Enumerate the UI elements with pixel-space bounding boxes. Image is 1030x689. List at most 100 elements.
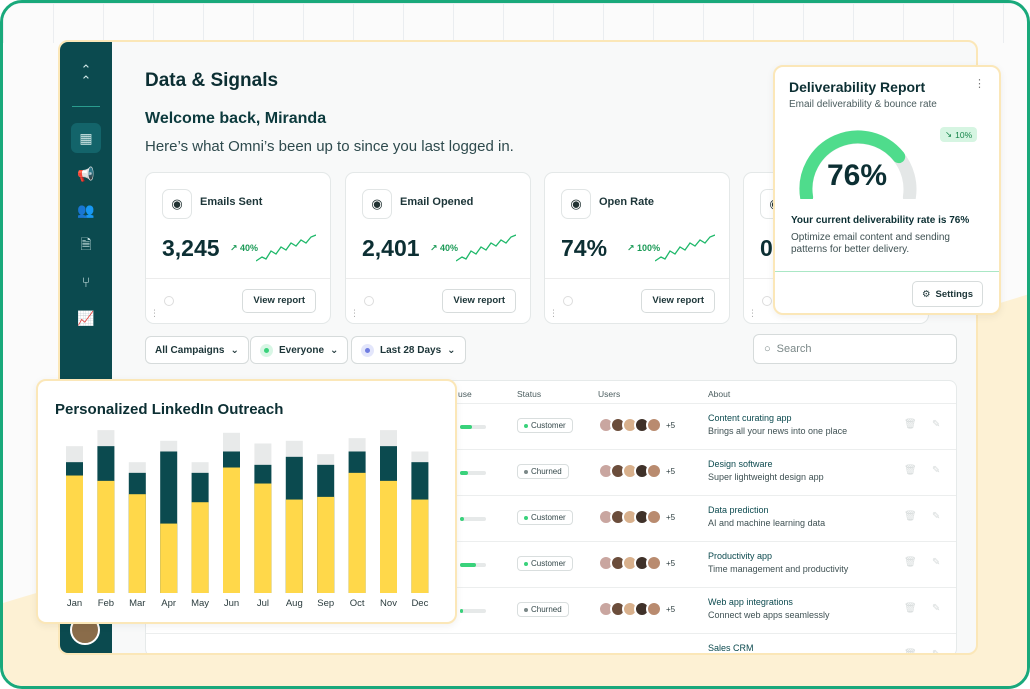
trash-icon[interactable]: 🗑 — [904, 649, 917, 655]
view-report-button[interactable]: View report — [242, 289, 316, 313]
avatar — [646, 463, 662, 479]
more-vertical-icon[interactable]: ⋮ — [350, 308, 359, 318]
welcome-subtitle: Here’s what Omni’s been up to since you … — [145, 138, 514, 155]
x-tick-label: Sep — [317, 598, 334, 609]
more-vertical-icon[interactable]: ⋮ — [748, 308, 757, 318]
table-row[interactable]: Churned +5 Web app integrations Connect web… — [146, 587, 956, 633]
row-title: Data prediction — [708, 505, 769, 515]
deliverability-summary: Your current deliverability rate is 76% — [791, 215, 970, 226]
deliverability-title: Deliverability Report — [789, 79, 926, 95]
eye-icon: ◉ — [561, 189, 591, 219]
table-row[interactable]: Customer +5 Content curating app Brings all… — [146, 403, 956, 449]
stat-value: 3,245 — [162, 235, 220, 261]
arrow-down-right-icon: ↘ — [945, 129, 953, 139]
megaphone-icon[interactable]: 📢 — [77, 165, 95, 182]
stat-delta: ↗ 100% — [627, 243, 660, 254]
x-tick-label: Jun — [224, 598, 239, 609]
stat-label: Email Opened — [400, 196, 474, 208]
edit-icon[interactable]: ✎ — [932, 419, 941, 430]
column-header-status: Status — [517, 389, 542, 399]
trash-icon[interactable]: 🗑 — [904, 603, 917, 614]
network-icon[interactable]: ⑂ — [81, 274, 91, 290]
gear-icon: ⚙ — [921, 288, 931, 300]
campaign-filter[interactable]: All Campaigns ⌄ — [145, 336, 249, 364]
trend-up-icon: ↗ — [627, 243, 638, 253]
more-vertical-icon[interactable]: ⋮ — [549, 308, 558, 318]
chart-icon[interactable]: 📈 — [77, 309, 95, 326]
page-title: Data & Signals — [145, 70, 279, 91]
bar-mar-segment-3 — [128, 494, 146, 593]
trash-icon[interactable]: 🗑 — [904, 511, 917, 522]
row-description: AI and machine learning data — [708, 518, 826, 528]
usage-progress-fill — [460, 609, 463, 613]
date-range-label: Last 28 Days — [380, 344, 442, 356]
table-row[interactable]: Customer +5 Productivity app Time managemen… — [146, 541, 956, 587]
chart-title: Personalized LinkedIn Outreach — [55, 401, 284, 418]
eye-icon: ◉ — [362, 189, 392, 219]
bar-aug-segment-3 — [285, 499, 303, 593]
view-report-button[interactable]: View report — [442, 289, 516, 313]
x-tick-label: Nov — [380, 598, 397, 609]
more-users-count: +5 — [666, 558, 676, 568]
stat-delta-value: 100% — [637, 243, 661, 253]
outreach-bar-chart: Jan Feb Mar Apr May Jun Jul Aug Sep Oct Nov Dec — [66, 430, 429, 609]
edit-icon[interactable]: ✎ — [932, 465, 941, 476]
x-tick-label: Mar — [129, 598, 145, 609]
edit-icon[interactable]: ✎ — [932, 603, 941, 614]
x-tick-label: Dec — [411, 598, 428, 609]
more-vertical-icon[interactable]: ⋮ — [150, 308, 159, 318]
column-header-use: use — [458, 389, 472, 399]
table-row[interactable]: Churned +5 Design software Super lightweigh… — [146, 449, 956, 495]
row-title: Design software — [708, 459, 773, 469]
logo-icon[interactable]: ⌃ ⌃ — [80, 62, 92, 88]
linkedin-outreach-card: Personalized LinkedIn Outreach Jan Feb Mar… — [36, 379, 457, 624]
x-tick-label: Jan — [67, 598, 82, 609]
table-row[interactable]: Sales CRM 🗑 ✎ — [146, 633, 956, 655]
avatar — [646, 601, 662, 617]
bar-jan-segment-3 — [66, 475, 83, 593]
edit-icon[interactable]: ✎ — [932, 649, 941, 655]
trash-icon[interactable]: 🗑 — [904, 419, 917, 430]
x-tick-label: May — [191, 598, 209, 609]
user-avatars: +5 — [598, 555, 675, 571]
more-vertical-icon[interactable]: ⋮ — [974, 78, 985, 90]
status-badge: Customer — [517, 556, 573, 571]
info-icon — [164, 296, 174, 306]
status-dot-icon — [524, 469, 528, 474]
audience-filter[interactable]: Everyone ⌄ — [250, 336, 349, 364]
bar-oct-segment-3 — [348, 472, 366, 593]
stat-delta: ↗ 40% — [230, 243, 258, 254]
edit-icon[interactable]: ✎ — [932, 557, 941, 568]
table-row[interactable]: Customer +5 Data prediction AI and machine … — [146, 495, 956, 541]
document-icon[interactable]: 🗎 — [80, 236, 92, 252]
trash-icon[interactable]: 🗑 — [904, 465, 917, 476]
x-tick-label: Feb — [98, 598, 114, 609]
column-header-about: About — [708, 389, 731, 399]
search-input[interactable]: ○ Search — [753, 334, 957, 364]
search-placeholder: Search — [776, 343, 812, 355]
view-report-button[interactable]: View report — [641, 289, 715, 313]
deliverability-tip: Optimize email content and sending patte… — [791, 232, 950, 255]
search-icon: ○ — [764, 343, 771, 355]
settings-button[interactable]: ⚙ Settings — [911, 281, 983, 307]
users-icon[interactable]: 👥 — [77, 201, 95, 218]
dashboard-icon[interactable]: ▦ — [71, 123, 101, 153]
stat-value: 0 — [760, 235, 773, 261]
edit-icon[interactable]: ✎ — [932, 511, 941, 522]
chevron-down-icon: ⌄ — [330, 344, 339, 356]
usage-progress-bar — [460, 425, 486, 429]
stat-card: ◉ Emails Sent 3,245 ↗ 40% View report ⋮ — [145, 172, 331, 324]
row-description: Connect web apps seamlessly — [708, 610, 830, 620]
deliverability-value: 76% — [826, 159, 888, 192]
date-range-filter[interactable]: Last 28 Days ⌄ — [351, 336, 466, 364]
status-dot-icon — [260, 343, 273, 357]
stat-card: ◉ Open Rate 74% ↗ 100% View report ⋮ — [544, 172, 730, 324]
x-tick-label: Aug — [286, 598, 303, 609]
status-dot-icon — [524, 515, 528, 520]
row-description: Super lightweight design app — [708, 472, 824, 482]
more-users-count: +5 — [666, 604, 676, 614]
user-avatars: +5 — [598, 417, 675, 433]
trash-icon[interactable]: 🗑 — [904, 557, 917, 568]
stat-label: Open Rate — [599, 196, 655, 208]
stat-card-divider — [146, 278, 330, 279]
